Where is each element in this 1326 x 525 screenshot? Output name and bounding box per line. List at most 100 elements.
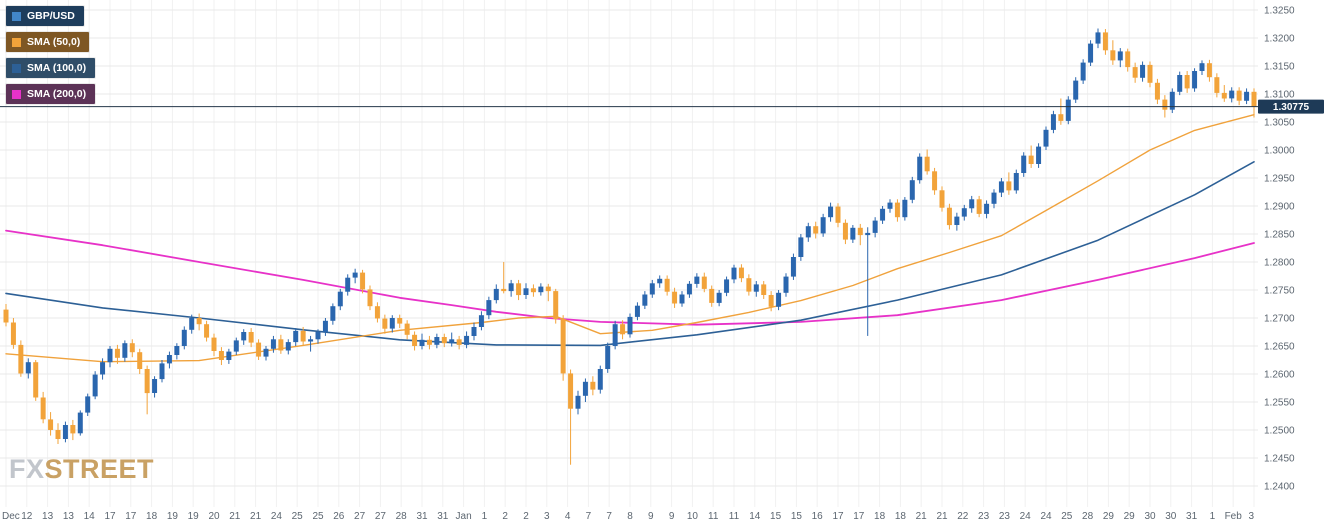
candle-down [1132, 67, 1138, 78]
candle-up [1192, 71, 1198, 89]
x-axis-label: 12 [21, 511, 33, 522]
last-price-label-bg [1258, 99, 1324, 114]
candle-down [1214, 77, 1220, 93]
candle-down [278, 339, 284, 351]
candle-down [590, 381, 596, 390]
candle-up [716, 292, 722, 303]
legend-item-gbpusd[interactable]: GBP/USD [6, 6, 84, 26]
candle-up [1065, 99, 1071, 121]
x-axis-label: 13 [42, 511, 54, 522]
x-axis-label: 14 [749, 511, 761, 522]
x-axis-label: 2 [523, 511, 529, 522]
candle-up [270, 339, 276, 349]
y-axis-label: 1.3000 [1264, 146, 1295, 157]
candle-up [25, 362, 31, 374]
x-axis-label: 23 [978, 511, 990, 522]
candle-up [1043, 129, 1049, 147]
x-axis-label: 31 [1186, 511, 1198, 522]
x-axis-label: 29 [1124, 511, 1136, 522]
candle-up [62, 425, 68, 439]
candle-up [679, 294, 685, 304]
y-axis-label: 1.2650 [1264, 342, 1295, 353]
x-axis-label: 18 [895, 511, 907, 522]
candle-down [3, 309, 9, 323]
legend-label-sma100: SMA (100,0) [27, 62, 87, 74]
candle-up [337, 291, 343, 307]
candle-up [694, 276, 700, 284]
x-axis-label: 10 [687, 511, 699, 522]
candle-up [285, 342, 291, 351]
candle-up [969, 199, 975, 209]
candle-down [768, 295, 774, 307]
candle-up [1088, 43, 1094, 63]
y-axis-label: 1.2450 [1264, 454, 1295, 465]
y-axis-label: 1.3100 [1264, 90, 1295, 101]
candle-up [523, 288, 529, 295]
candle-down [672, 291, 678, 304]
candle-up [322, 320, 328, 332]
candle-up [657, 278, 663, 284]
candle-up [308, 339, 314, 342]
x-axis-label: 15 [791, 511, 803, 522]
x-axis-label: 16 [812, 511, 824, 522]
y-axis-label: 1.3250 [1264, 6, 1295, 17]
candle-down [374, 306, 380, 319]
candle-down [367, 289, 373, 307]
x-axis-label: 11 [729, 511, 740, 522]
x-axis-label: 3 [1248, 511, 1254, 522]
candle-down [114, 348, 120, 358]
candle-down [426, 339, 432, 345]
x-axis-label: 23 [999, 511, 1011, 522]
candle-up [998, 181, 1004, 193]
candle-up [909, 180, 915, 200]
x-axis-label: 24 [1040, 511, 1052, 522]
candle-up [880, 208, 886, 221]
legend-item-sma100[interactable]: SMA (100,0) [6, 58, 96, 78]
x-axis-label: 21 [936, 511, 948, 522]
candle-up [1140, 64, 1146, 78]
candle-up [352, 272, 358, 278]
x-axis-label: 15 [770, 511, 782, 522]
x-axis-label: 25 [292, 511, 304, 522]
y-axis-label: 1.2700 [1264, 314, 1295, 325]
candle-down [248, 332, 254, 343]
candle-down [1154, 82, 1160, 100]
x-axis-label: 27 [375, 511, 387, 522]
x-axis-label: 28 [1082, 511, 1094, 522]
x-axis-label: 11 [708, 511, 719, 522]
x-axis-label: 3 [544, 511, 550, 522]
candle-down [835, 206, 841, 223]
x-axis-label: 19 [188, 511, 200, 522]
candle-up [330, 306, 336, 321]
x-axis-label: 24 [1020, 511, 1032, 522]
candle-down [501, 288, 507, 292]
x-axis-label: 20 [208, 511, 220, 522]
candle-up [984, 203, 990, 214]
candle-down [664, 278, 670, 292]
sma100-series-swatch [12, 63, 21, 73]
candle-down [530, 288, 536, 293]
candle-down [1147, 64, 1153, 83]
x-axis-label: 21 [916, 511, 928, 522]
last-price-label: 1.30775 [1273, 102, 1310, 113]
y-axis-label: 1.2950 [1264, 174, 1295, 185]
x-axis-label: 13 [63, 511, 75, 522]
x-axis-label: 17 [853, 511, 865, 522]
candle-down [1236, 90, 1242, 101]
candle-up [107, 348, 113, 363]
candle-up [917, 156, 923, 181]
legend-label-gbpusd: GBP/USD [27, 10, 75, 22]
candle-down [300, 330, 306, 342]
y-axis-label: 1.2800 [1264, 258, 1295, 269]
x-axis-label: 25 [312, 511, 324, 522]
x-axis-label: 9 [648, 511, 654, 522]
candle-up [649, 283, 655, 295]
legend-item-sma50[interactable]: SMA (50,0) [6, 32, 90, 52]
candle-up [872, 220, 878, 233]
candle-down [40, 397, 46, 420]
legend-item-sma200[interactable]: SMA (200,0) [6, 84, 96, 104]
candle-down [1028, 155, 1034, 164]
candle-down [620, 324, 626, 335]
candle-down [924, 156, 930, 172]
